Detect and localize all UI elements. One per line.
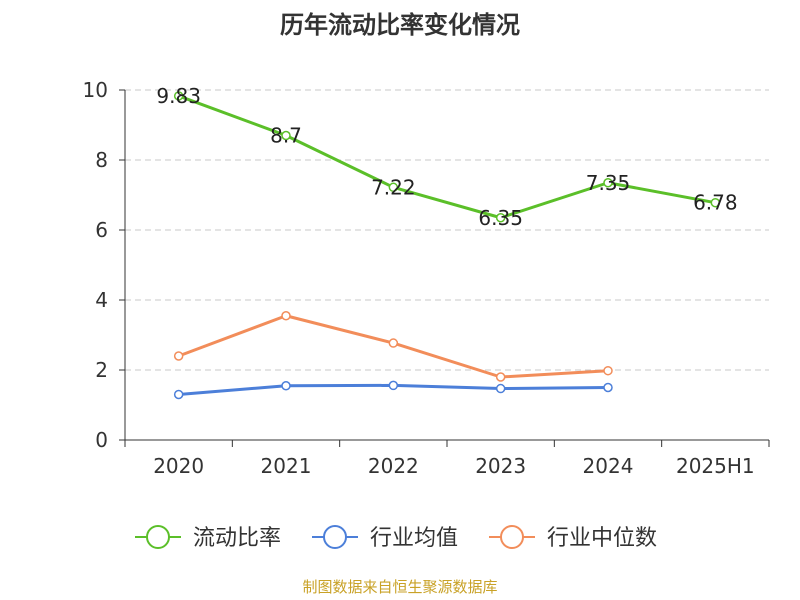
series-2 (173, 311, 613, 382)
data-point (388, 338, 399, 348)
data-point (281, 381, 291, 391)
x-tick-label: 2022 (368, 454, 419, 478)
x-tick-label: 2025H1 (676, 454, 755, 478)
data-point (173, 389, 184, 400)
axes: 0 2 4 6 8 10 2020 2021 2022 2023 2024 2025H1 (83, 78, 770, 478)
y-tick-label: 6 (95, 218, 108, 242)
legend-item[interactable]: 行业中位数 (489, 525, 657, 551)
data-point (388, 182, 399, 193)
legend-marker-icon (323, 525, 347, 549)
x-tick-label: 2020 (153, 454, 204, 478)
y-tick-label: 8 (95, 148, 108, 172)
y-tick-label: 10 (83, 78, 108, 102)
data-point (173, 351, 184, 361)
series-0: 9.83 8.7 7.22 6.35 7.35 6.78 (156, 84, 737, 230)
legend-label: 流动比率 (193, 526, 281, 551)
data-point (495, 383, 506, 394)
data-point (603, 365, 613, 376)
grid-lines (125, 89, 769, 371)
series-line (178, 94, 716, 220)
data-label: 7.22 (371, 175, 416, 199)
legend-marker-icon (500, 525, 524, 549)
x-tick-label: 2023 (475, 454, 526, 478)
legend[interactable]: 流动比率 行业均值 行业中位数 (135, 525, 657, 551)
data-point (603, 382, 613, 393)
data-label: 8.7 (270, 124, 302, 148)
data-point (710, 197, 721, 208)
legend-marker-icon (146, 525, 170, 549)
data-point (173, 91, 184, 101)
chart-title: 历年流动比率变化情况 (280, 11, 520, 39)
data-label: 9.83 (156, 84, 201, 108)
series-layer: 9.83 8.7 7.22 6.35 7.35 6.78 (156, 84, 738, 400)
data-label: 6.35 (478, 206, 523, 230)
data-point (281, 311, 291, 321)
y-tick-label: 4 (95, 288, 108, 312)
legend-item[interactable]: 流动比率 (135, 525, 281, 551)
x-tick-label: 2024 (583, 454, 634, 478)
data-point (495, 213, 506, 223)
data-point (495, 372, 506, 382)
y-tick-label: 0 (95, 428, 108, 452)
data-point (603, 178, 613, 188)
source-note: 制图数据来自恒生聚源数据库 (302, 578, 498, 596)
data-label: 7.35 (586, 171, 631, 195)
x-tick-label: 2021 (261, 454, 312, 478)
data-point (388, 380, 399, 391)
legend-label: 行业均值 (370, 526, 458, 551)
data-point (281, 130, 291, 141)
y-tick-label: 2 (95, 358, 108, 382)
data-label: 6.78 (693, 191, 738, 215)
legend-item[interactable]: 行业均值 (312, 525, 458, 551)
series-1 (173, 380, 613, 400)
legend-label: 行业中位数 (547, 526, 657, 551)
